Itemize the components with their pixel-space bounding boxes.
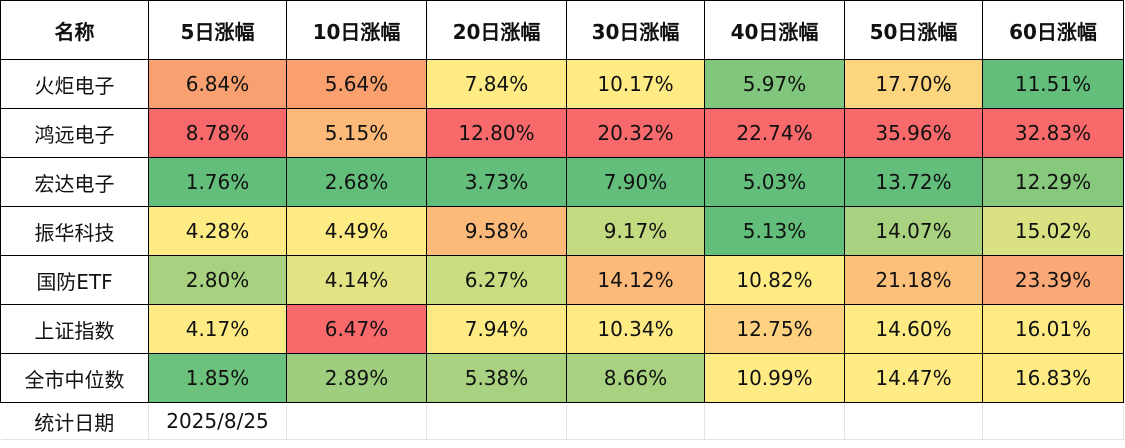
value-cell[interactable]: 14.07% <box>844 206 983 256</box>
value-cell[interactable]: 14.60% <box>844 304 983 354</box>
value-cell[interactable]: 4.49% <box>286 206 427 256</box>
value-cell[interactable]: 16.83% <box>982 353 1124 403</box>
value-cell[interactable]: 7.94% <box>426 304 567 354</box>
header-40d[interactable]: 40日涨幅 <box>704 0 845 60</box>
value-cell[interactable]: 10.17% <box>566 59 705 109</box>
header-row: 名称 5日涨幅 10日涨幅 20日涨幅 30日涨幅 40日涨幅 50日涨幅 60… <box>0 0 1124 60</box>
value-cell[interactable]: 9.58% <box>426 206 567 256</box>
table-row: 火炬电子 6.84% 5.64% 7.84% 10.17% 5.97% 17.70% 11.5… <box>0 59 1124 109</box>
value-cell[interactable]: 6.84% <box>148 59 287 109</box>
footer-row: 统计日期 2025/8/25 <box>0 402 1124 440</box>
value-cell[interactable]: 4.28% <box>148 206 287 256</box>
value-cell[interactable]: 1.85% <box>148 353 287 403</box>
value-cell[interactable]: 5.38% <box>426 353 567 403</box>
footer-empty-cell[interactable] <box>704 402 845 440</box>
value-cell[interactable]: 10.34% <box>566 304 705 354</box>
table-row: 上证指数 4.17% 6.47% 7.94% 10.34% 12.75% 14.60% 16.… <box>0 304 1124 354</box>
value-cell[interactable]: 6.47% <box>286 304 427 354</box>
value-cell[interactable]: 11.51% <box>982 59 1124 109</box>
value-cell[interactable]: 2.80% <box>148 255 287 305</box>
footer-label[interactable]: 统计日期 <box>0 402 149 440</box>
row-name-cell[interactable]: 全市中位数 <box>0 353 149 403</box>
value-cell[interactable]: 10.82% <box>704 255 845 305</box>
row-name-cell[interactable]: 振华科技 <box>0 206 149 256</box>
value-cell[interactable]: 17.70% <box>844 59 983 109</box>
row-name-cell[interactable]: 宏达电子 <box>0 157 149 207</box>
table-body: 火炬电子 6.84% 5.64% 7.84% 10.17% 5.97% 17.70% 11.5… <box>0 59 1124 440</box>
table-row: 国防ETF 2.80% 4.14% 6.27% 14.12% 10.82% 21.18% 23… <box>0 255 1124 305</box>
value-cell[interactable]: 16.01% <box>982 304 1124 354</box>
value-cell[interactable]: 9.17% <box>566 206 705 256</box>
value-cell[interactable]: 7.84% <box>426 59 567 109</box>
header-20d[interactable]: 20日涨幅 <box>426 0 567 60</box>
footer-date[interactable]: 2025/8/25 <box>148 402 287 440</box>
value-cell[interactable]: 13.72% <box>844 157 983 207</box>
footer-empty-cell[interactable] <box>566 402 705 440</box>
header-50d[interactable]: 50日涨幅 <box>844 0 983 60</box>
value-cell[interactable]: 8.66% <box>566 353 705 403</box>
value-cell[interactable]: 5.13% <box>704 206 845 256</box>
header-60d[interactable]: 60日涨幅 <box>982 0 1124 60</box>
value-cell[interactable]: 21.18% <box>844 255 983 305</box>
value-cell[interactable]: 4.17% <box>148 304 287 354</box>
footer-empty-cell[interactable] <box>844 402 983 440</box>
value-cell[interactable]: 6.27% <box>426 255 567 305</box>
value-cell[interactable]: 20.32% <box>566 108 705 158</box>
table-row: 鸿远电子 8.78% 5.15% 12.80% 20.32% 22.74% 35.96% 32… <box>0 108 1124 158</box>
row-name-cell[interactable]: 火炬电子 <box>0 59 149 109</box>
value-cell[interactable]: 4.14% <box>286 255 427 305</box>
value-cell[interactable]: 5.15% <box>286 108 427 158</box>
footer-empty-cell[interactable] <box>426 402 567 440</box>
value-cell[interactable]: 35.96% <box>844 108 983 158</box>
row-name-cell[interactable]: 上证指数 <box>0 304 149 354</box>
value-cell[interactable]: 5.03% <box>704 157 845 207</box>
row-name-cell[interactable]: 鸿远电子 <box>0 108 149 158</box>
value-cell[interactable]: 22.74% <box>704 108 845 158</box>
value-cell[interactable]: 8.78% <box>148 108 287 158</box>
header-5d[interactable]: 5日涨幅 <box>148 0 287 60</box>
value-cell[interactable]: 12.29% <box>982 157 1124 207</box>
footer-empty-cell[interactable] <box>286 402 427 440</box>
table-row: 全市中位数 1.85% 2.89% 5.38% 8.66% 10.99% 14.47% 16.… <box>0 353 1124 403</box>
footer-empty-cell[interactable] <box>982 402 1124 440</box>
value-cell[interactable]: 15.02% <box>982 206 1124 256</box>
value-cell[interactable]: 2.89% <box>286 353 427 403</box>
value-cell[interactable]: 23.39% <box>982 255 1124 305</box>
value-cell[interactable]: 32.83% <box>982 108 1124 158</box>
value-cell[interactable]: 14.12% <box>566 255 705 305</box>
value-cell[interactable]: 7.90% <box>566 157 705 207</box>
value-cell[interactable]: 14.47% <box>844 353 983 403</box>
table-row: 振华科技 4.28% 4.49% 9.58% 9.17% 5.13% 14.07% 15.02… <box>0 206 1124 256</box>
value-cell[interactable]: 12.80% <box>426 108 567 158</box>
table-row: 宏达电子 1.76% 2.68% 3.73% 7.90% 5.03% 13.72% 12.29… <box>0 157 1124 207</box>
value-cell[interactable]: 5.97% <box>704 59 845 109</box>
value-cell[interactable]: 12.75% <box>704 304 845 354</box>
header-name[interactable]: 名称 <box>0 0 149 60</box>
value-cell[interactable]: 2.68% <box>286 157 427 207</box>
value-cell[interactable]: 3.73% <box>426 157 567 207</box>
row-name-cell[interactable]: 国防ETF <box>0 255 149 305</box>
header-10d[interactable]: 10日涨幅 <box>286 0 427 60</box>
value-cell[interactable]: 1.76% <box>148 157 287 207</box>
value-cell[interactable]: 10.99% <box>704 353 845 403</box>
header-30d[interactable]: 30日涨幅 <box>566 0 705 60</box>
value-cell[interactable]: 5.64% <box>286 59 427 109</box>
